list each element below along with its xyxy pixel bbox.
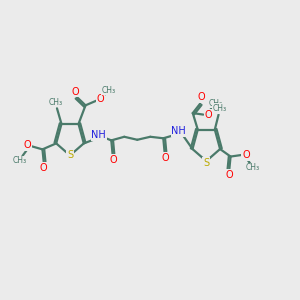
Text: O: O	[205, 110, 212, 120]
Text: NH: NH	[171, 126, 186, 136]
Text: S: S	[67, 150, 73, 161]
Text: O: O	[110, 155, 118, 165]
Text: O: O	[72, 86, 79, 97]
Text: O: O	[162, 153, 169, 163]
Text: O: O	[23, 140, 31, 150]
Text: S: S	[203, 158, 209, 168]
Text: CH₃: CH₃	[246, 163, 260, 172]
Text: O: O	[242, 150, 250, 160]
Text: NH: NH	[92, 130, 106, 140]
Text: CH₃: CH₃	[49, 98, 63, 107]
Text: CH₃: CH₃	[12, 156, 26, 165]
Text: CH₃: CH₃	[213, 104, 227, 113]
Text: O: O	[97, 94, 104, 104]
Text: O: O	[226, 170, 233, 180]
Text: CH₃: CH₃	[209, 99, 223, 108]
Text: CH₃: CH₃	[102, 85, 116, 94]
Text: O: O	[198, 92, 205, 103]
Text: O: O	[40, 163, 47, 173]
